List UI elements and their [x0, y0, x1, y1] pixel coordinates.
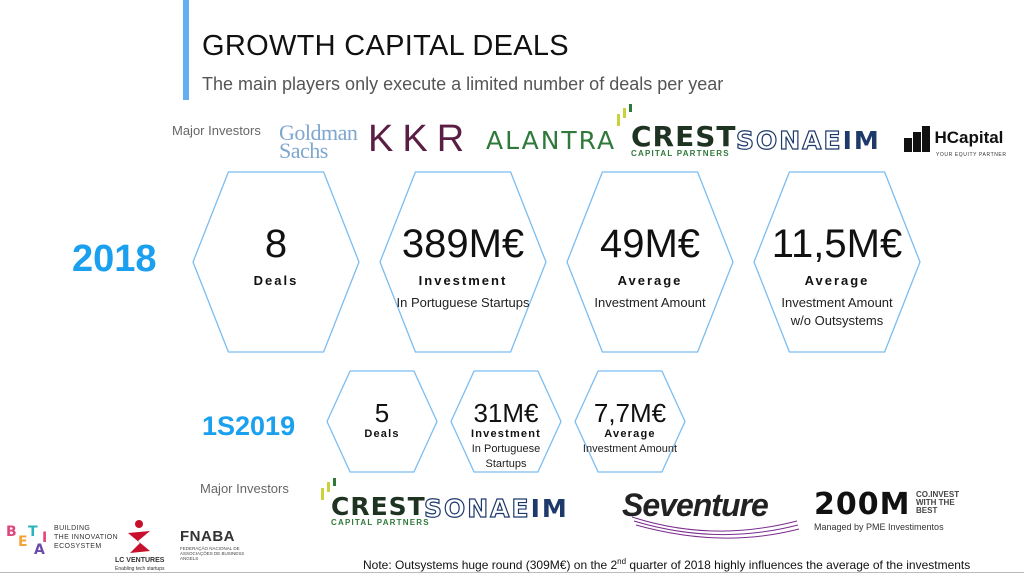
hcapital-wordmark: HCapital: [934, 128, 1004, 148]
stat-value: 7,7M€: [593, 398, 667, 428]
hcapital-mark-icon: [904, 126, 930, 152]
stat-value: 8: [264, 222, 288, 266]
stat-card-average: 7,7M€ Average Investment Amount: [573, 369, 687, 474]
betai-letter: A: [34, 542, 45, 558]
stat-description: In Portuguese: [471, 443, 541, 455]
betai-letter: T: [28, 524, 38, 540]
stat-label: Average: [604, 428, 656, 440]
200m-side-text: CO.INVEST WITH THE BEST: [916, 491, 959, 515]
bottom-divider: [0, 572, 1024, 573]
stat-value: 11,5M€: [771, 222, 903, 266]
footnote-superscript: nd: [617, 557, 627, 566]
lc-ventures-mark-icon: [128, 520, 150, 553]
footnote-text: Note: Outsystems huge round (309M€) on t…: [363, 558, 618, 572]
betai-logo: B E T A I: [4, 518, 52, 565]
hexagon-outline: [379, 171, 547, 353]
accent-bar: [183, 0, 189, 100]
year-1s2019-label: 1S2019: [202, 411, 296, 441]
stat-card-deals: 8 Deals: [191, 170, 361, 354]
stat-label: Average: [617, 273, 683, 288]
crest-mark-icon: [321, 478, 336, 500]
stat-description: Investment Amount: [582, 443, 678, 455]
im-wordmark: IM: [842, 126, 881, 155]
200m-wordmark: 200M: [814, 487, 911, 522]
betai-letter: B: [6, 524, 17, 540]
page-subtitle: The main players only execute a limited …: [202, 74, 724, 94]
betai-letter: E: [18, 534, 28, 550]
stat-value: 5: [374, 398, 390, 428]
stat-description: Startups: [485, 458, 527, 470]
stat-label: Deals: [364, 428, 400, 440]
footnote-text: quarter of 2018 highly influences the av…: [626, 558, 971, 572]
stat-description: Investment Amount: [781, 295, 893, 310]
betai-tagline-line: THE INNOVATION: [54, 534, 119, 541]
crest-wordmark: CREST: [631, 120, 737, 153]
sonae-im-logo-2019: SONAEIM: [423, 493, 569, 523]
alantra-logo: ALANTRA: [486, 126, 617, 155]
hexagon-outline: [192, 171, 360, 353]
stat-value: 49M€: [599, 222, 701, 266]
stat-label: Average: [804, 273, 870, 288]
stat-value: 31M€: [473, 398, 539, 428]
stat-description: In Portuguese Startups: [396, 295, 530, 310]
seventure-wordmark: Seventure: [622, 487, 769, 523]
stat-label: Investment: [470, 428, 542, 440]
sonae-wordmark: SONAE: [423, 493, 531, 523]
lc-ventures-text: LC VENTURES Enabling tech startups: [115, 557, 164, 573]
hexagon-outline: [574, 370, 686, 473]
stat-card-average: 11,5M€ Average Investment Amount w/o Out…: [752, 170, 922, 354]
stat-card-investment: 389M€ Investment In Portuguese Startups: [378, 170, 548, 354]
stat-description: Investment Amount: [594, 295, 706, 310]
crest-logo-2018: CREST CAPITAL PARTNERS: [617, 104, 736, 158]
lc-ventures-tagline: Enabling tech startups: [115, 566, 165, 572]
stat-label: Deals: [253, 273, 299, 288]
hexagon-outline: [753, 171, 921, 353]
lc-ventures-name: LC VENTURES: [115, 557, 165, 564]
im-wordmark: IM: [530, 494, 569, 523]
goldman-sachs-logo: Goldman Sachs: [279, 120, 365, 163]
kkr-logo: KKR: [368, 118, 474, 160]
fnaba-logo: FNABA: [180, 528, 235, 545]
hcapital-tagline: YOUR EQUITY PARTNER: [936, 152, 1007, 158]
betai-mark-icon: B E T A I: [6, 524, 47, 558]
200m-side-line: BEST: [916, 506, 938, 515]
goldman-sachs-wordmark: Goldman Sachs: [279, 120, 358, 163]
betai-tagline: BUILDING THE INNOVATION ECOSYSTEM: [54, 524, 118, 551]
crest-mark-icon: [617, 104, 632, 126]
betai-tagline-line: BUILDING: [54, 525, 91, 532]
crest-subtitle: CAPITAL PARTNERS: [631, 149, 730, 158]
betai-letter: I: [42, 530, 47, 546]
betai-tagline-line: ECOSYSTEM: [54, 543, 102, 550]
hexagon-outline: [450, 370, 562, 473]
lc-ventures-logo: [122, 519, 156, 560]
major-investors-label-2019: Major Investors: [200, 481, 289, 496]
seventure-swoosh-icon: [631, 516, 800, 539]
crest-logo-2019: CREST CAPITAL PARTNERS: [321, 478, 429, 527]
stat-label: Investment: [418, 273, 508, 288]
stat-value: 389M€: [401, 222, 525, 266]
crest-subtitle: CAPITAL PARTNERS: [331, 518, 430, 527]
footnote: Note: Outsystems huge round (309M€) on t…: [363, 557, 970, 572]
major-investors-label-2018: Major Investors: [172, 123, 261, 138]
stat-card-investment: 31M€ Investment In Portuguese Startups: [449, 369, 563, 474]
stat-card-average: 49M€ Average Investment Amount: [565, 170, 735, 354]
fnaba-description: FEDERAÇÃO NACIONAL DE ASSOCIAÇÕES DE BUS…: [180, 546, 245, 561]
seventure-logo: Seventure: [622, 487, 800, 539]
hcapital-logo: HCapital YOUR EQUITY PARTNER: [904, 126, 1007, 158]
hexagon-outline: [326, 370, 438, 473]
hexagon-outline: [566, 171, 734, 353]
page-title: GROWTH CAPITAL DEALS: [202, 30, 569, 62]
200m-side-line: CO.INVEST: [916, 490, 960, 499]
200m-side-line: WITH THE: [916, 498, 955, 507]
sonae-im-logo-2018: SONAEIM: [735, 125, 881, 155]
year-2018-label: 2018: [72, 238, 157, 280]
crest-wordmark: CREST: [331, 492, 426, 521]
stat-description: w/o Outsystems: [790, 313, 884, 328]
stat-card-deals: 5 Deals: [325, 369, 439, 474]
200m-managed-by: Managed by PME Investimentos: [814, 522, 944, 532]
200m-logo: 200M CO.INVEST WITH THE BEST Managed by …: [814, 487, 959, 532]
sonae-wordmark: SONAE: [735, 125, 843, 155]
